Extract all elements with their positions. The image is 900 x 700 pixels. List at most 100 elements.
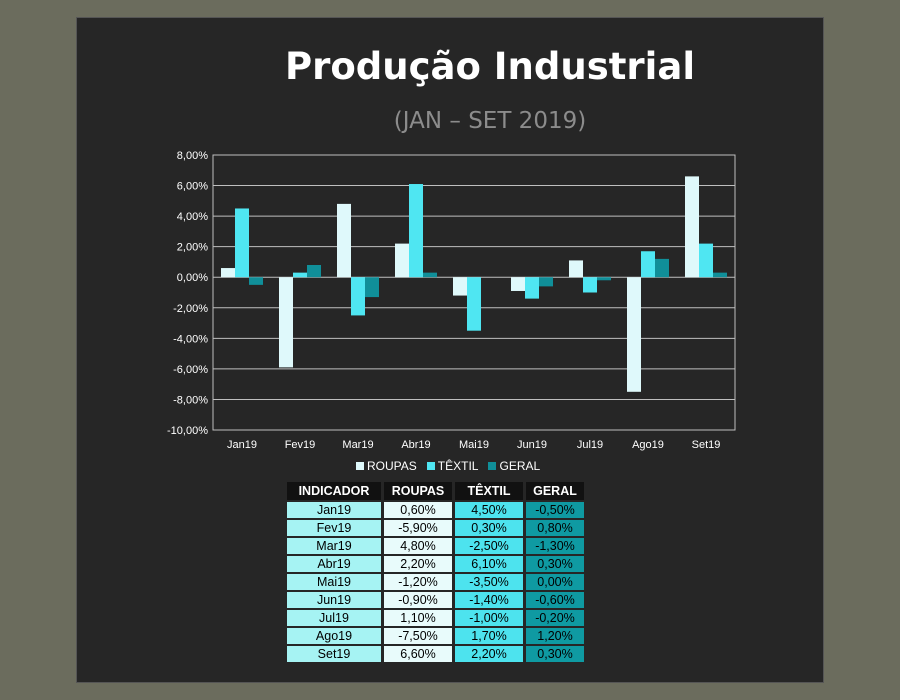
bar-roupas <box>337 203 351 278</box>
table-cell-roupas: 0,60% <box>384 502 452 518</box>
x-tick-label: Jan19 <box>227 439 257 451</box>
table-cell-geral: 0,80% <box>526 520 584 536</box>
bar-textil <box>641 251 655 278</box>
bar-textil <box>409 184 423 278</box>
table-cell-geral: -0,50% <box>526 502 584 518</box>
table-cell-geral: -1,30% <box>526 538 584 554</box>
bar-roupas <box>569 260 583 278</box>
table-row: Abr19 2,20% 6,10% 0,30% <box>287 556 584 572</box>
bar-geral <box>249 277 263 285</box>
table-row: Jun19 -0,90% -1,40% -0,60% <box>287 592 584 608</box>
table-cell-textil: 4,50% <box>455 502 523 518</box>
table-cell-textil: 0,30% <box>455 520 523 536</box>
table-cell-indicador: Jul19 <box>287 610 381 626</box>
bar-roupas <box>395 243 409 278</box>
chart-title: Produção Industrial <box>284 45 696 88</box>
bar-roupas <box>453 277 467 296</box>
table-cell-indicador: Ago19 <box>287 628 381 644</box>
y-tick-label: 2,00% <box>177 242 208 254</box>
table-cell-roupas: -0,90% <box>384 592 452 608</box>
y-tick-label: -4,00% <box>173 333 208 345</box>
bar-textil <box>525 277 539 299</box>
table-row: Jul19 1,10% -1,00% -0,20% <box>287 610 584 626</box>
x-tick-label: Mar19 <box>342 439 373 451</box>
x-tick-label: Set19 <box>692 439 721 451</box>
table-cell-roupas: -7,50% <box>384 628 452 644</box>
table-cell-indicador: Mar19 <box>287 538 381 554</box>
bar-geral <box>365 277 379 298</box>
table-cell-indicador: Mai19 <box>287 574 381 590</box>
y-tick-label: 4,00% <box>177 211 208 223</box>
table-cell-roupas: 4,80% <box>384 538 452 554</box>
data-table: INDICADOR ROUPAS TÊXTIL GERAL Jan19 0,60%… <box>284 480 587 664</box>
table-cell-geral: -0,60% <box>526 592 584 608</box>
y-tick-label: 6,00% <box>177 181 208 193</box>
table-cell-textil: 6,10% <box>455 556 523 572</box>
bar-textil <box>351 277 365 316</box>
table-header-row: INDICADOR ROUPAS TÊXTIL GERAL <box>287 482 584 500</box>
bar-textil <box>235 208 249 278</box>
table-row: Mar19 4,80% -2,50% -1,30% <box>287 538 584 554</box>
bar-geral <box>713 272 727 278</box>
legend-label-textil: TÊXTIL <box>437 459 479 473</box>
table-row: Jan19 0,60% 4,50% -0,50% <box>287 502 584 518</box>
bar-roupas <box>627 277 641 392</box>
table-cell-geral: 0,30% <box>526 556 584 572</box>
legend-swatch-roupas <box>356 462 364 470</box>
table-cell-roupas: -1,20% <box>384 574 452 590</box>
table-cell-textil: -3,50% <box>455 574 523 590</box>
bar-geral <box>655 258 669 278</box>
table-header-textil: TÊXTIL <box>455 482 523 500</box>
table-cell-textil: -1,00% <box>455 610 523 626</box>
table-row: Set19 6,60% 2,20% 0,30% <box>287 646 584 662</box>
table-cell-roupas: 2,20% <box>384 556 452 572</box>
table-cell-textil: -2,50% <box>455 538 523 554</box>
table-cell-indicador: Abr19 <box>287 556 381 572</box>
x-tick-label: Abr19 <box>401 439 430 451</box>
x-tick-label: Fev19 <box>285 439 316 451</box>
table-cell-roupas: 1,10% <box>384 610 452 626</box>
y-tick-label: 0,00% <box>177 272 208 284</box>
table-cell-geral: 1,20% <box>526 628 584 644</box>
table-row: Ago19 -7,50% 1,70% 1,20% <box>287 628 584 644</box>
table-cell-roupas: 6,60% <box>384 646 452 662</box>
x-tick-label: Mai19 <box>459 439 489 451</box>
chart-panel <box>76 17 824 683</box>
bar-geral <box>597 277 611 281</box>
bar-roupas <box>511 277 525 291</box>
bar-geral <box>539 277 553 287</box>
x-tick-label: Jul19 <box>577 439 603 451</box>
table-cell-indicador: Jan19 <box>287 502 381 518</box>
legend-label-roupas: ROUPAS <box>367 459 417 473</box>
legend-label-geral: GERAL <box>499 459 541 473</box>
bar-geral <box>423 272 437 278</box>
bar-roupas <box>279 277 293 368</box>
legend-swatch-geral <box>488 462 497 470</box>
table-cell-textil: 1,70% <box>455 628 523 644</box>
table-header-indicador: INDICADOR <box>287 482 381 500</box>
table-row: Mai19 -1,20% -3,50% 0,00% <box>287 574 584 590</box>
bar-roupas <box>685 176 699 278</box>
bar-textil <box>293 272 307 278</box>
bar-roupas <box>221 268 235 278</box>
legend-item-textil: TÊXTIL <box>426 459 479 473</box>
table-cell-indicador: Fev19 <box>287 520 381 536</box>
legend-item-geral: GERAL <box>488 459 540 473</box>
bar-textil <box>583 277 597 293</box>
table-cell-indicador: Set19 <box>287 646 381 662</box>
chart-subtitle: (JAN – SET 2019) <box>393 108 587 134</box>
table-cell-geral: -0,20% <box>526 610 584 626</box>
x-tick-label: Ago19 <box>632 439 664 451</box>
table-cell-geral: 0,30% <box>526 646 584 662</box>
legend-swatch-textil <box>426 462 435 470</box>
chart-legend: ROUPAS TÊXTIL GERAL <box>356 459 540 473</box>
y-tick-label: -2,00% <box>173 303 208 315</box>
table-cell-roupas: -5,90% <box>384 520 452 536</box>
y-tick-label: -10,00% <box>167 425 208 437</box>
table-row: Fev19 -5,90% 0,30% 0,80% <box>287 520 584 536</box>
bar-textil <box>699 243 713 278</box>
table-header-geral: GERAL <box>526 482 584 500</box>
y-tick-label: 8,00% <box>177 150 208 162</box>
bar-geral <box>307 265 321 278</box>
